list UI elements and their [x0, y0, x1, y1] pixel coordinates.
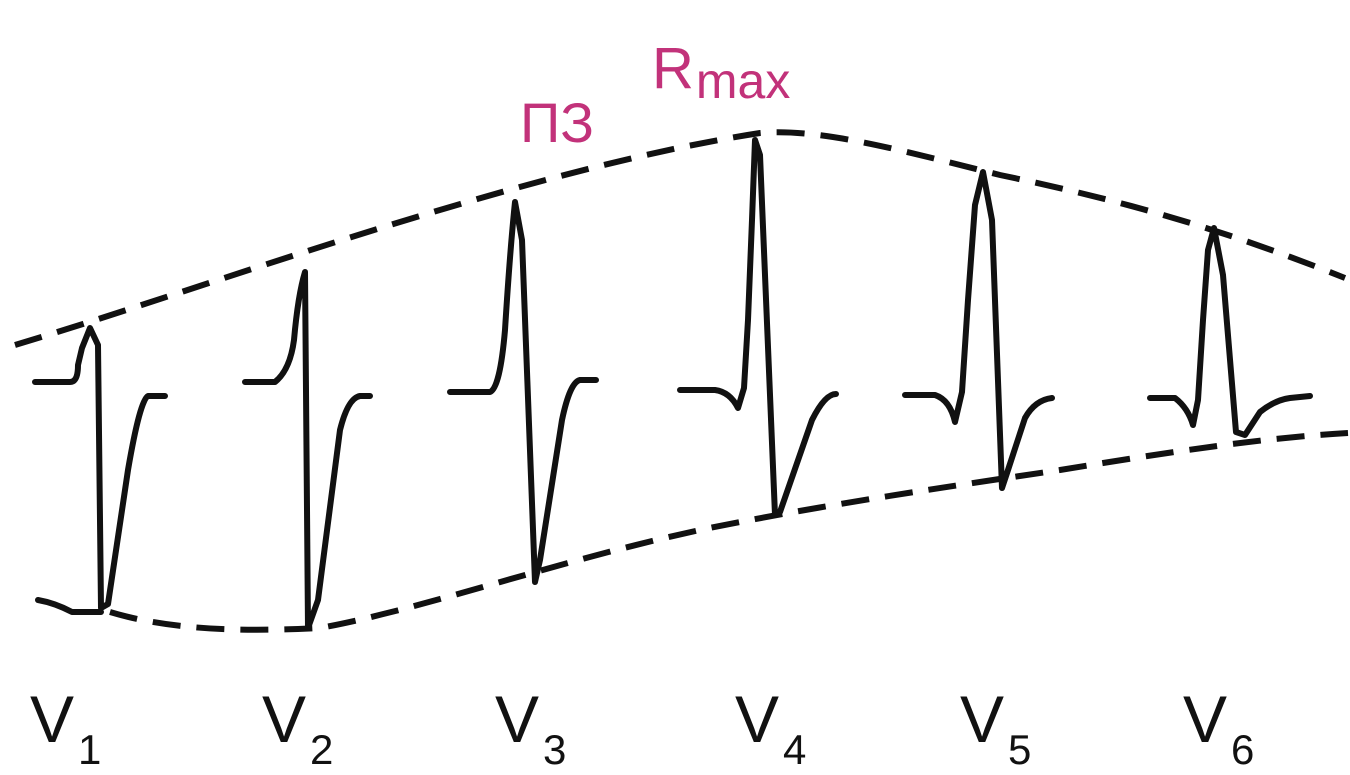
- lead-label-v3: V3: [495, 682, 566, 773]
- lead-label-v6: V6: [1183, 682, 1254, 773]
- lead-label-v5: V5: [960, 682, 1031, 773]
- s-wave-envelope-line: [109, 430, 1349, 633]
- r-max-label-sub: max: [696, 53, 790, 109]
- transition-zone-label: ПЗ: [520, 91, 594, 154]
- ecg-complex-v1: [32, 325, 168, 615]
- r-wave-envelope-line: [14, 129, 1347, 348]
- ecg-complex-v2: [242, 269, 373, 631]
- ecg-complex-v4: [677, 137, 839, 518]
- lead-label-v1: V1: [30, 682, 101, 773]
- lead-label-v2: V2: [262, 682, 333, 773]
- lead-label-v4: V4: [735, 682, 806, 773]
- r-max-label: Rmax: [652, 36, 790, 109]
- ecg-complex-v3: [447, 199, 599, 585]
- ecg-complex-v6: [1147, 225, 1313, 438]
- ecg-complex-v5: [902, 169, 1055, 491]
- r-max-label-main: R: [652, 36, 694, 101]
